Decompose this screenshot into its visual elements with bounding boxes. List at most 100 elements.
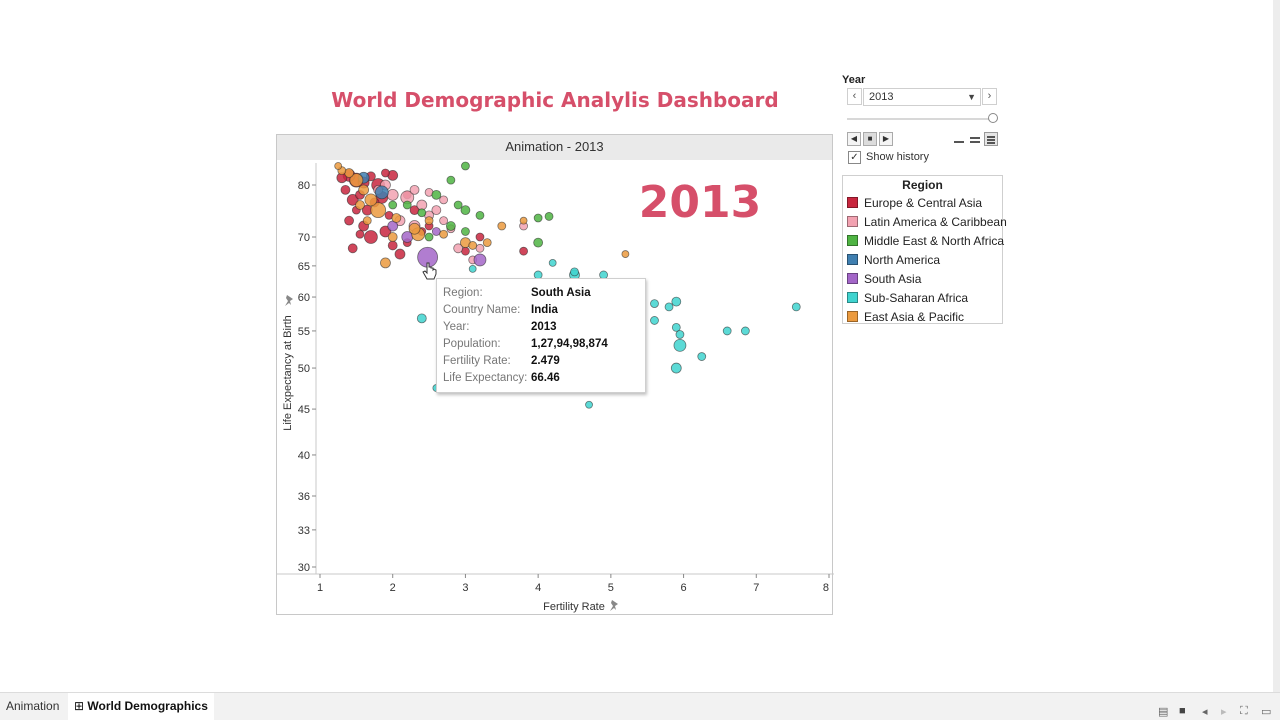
data-point[interactable] xyxy=(431,205,442,216)
year-dropdown[interactable]: 2013 ▼ xyxy=(863,88,981,106)
data-point[interactable] xyxy=(461,161,470,171)
data-point[interactable] xyxy=(358,184,370,196)
data-point[interactable] xyxy=(519,246,529,256)
data-point[interactable] xyxy=(621,250,630,258)
data-point[interactable] xyxy=(468,241,478,250)
data-point[interactable] xyxy=(349,173,364,188)
speed-fast-button[interactable] xyxy=(984,132,998,146)
data-point[interactable] xyxy=(346,193,359,206)
legend-item[interactable]: Middle East & North Africa xyxy=(847,234,1004,250)
data-point[interactable] xyxy=(461,227,470,236)
data-point[interactable] xyxy=(473,253,487,267)
pin-icon[interactable] xyxy=(610,600,618,611)
year-next-button[interactable]: › xyxy=(982,88,997,105)
data-point[interactable] xyxy=(446,175,456,185)
presentation-icon[interactable]: ■ xyxy=(1179,705,1186,717)
data-point[interactable] xyxy=(460,205,471,216)
data-point[interactable] xyxy=(650,299,659,308)
data-point[interactable] xyxy=(791,302,801,312)
data-point[interactable] xyxy=(388,200,398,210)
data-point[interactable] xyxy=(386,188,399,201)
data-point[interactable] xyxy=(340,184,351,195)
data-point[interactable] xyxy=(675,330,685,339)
data-point[interactable] xyxy=(334,162,343,170)
data-point[interactable] xyxy=(697,352,707,361)
legend-item[interactable]: South Asia xyxy=(847,272,921,288)
tab-world-demographics[interactable]: ⊞ World Demographics xyxy=(68,693,214,720)
data-point[interactable] xyxy=(482,238,492,248)
data-point[interactable] xyxy=(355,229,365,239)
legend-item[interactable]: Sub-Saharan Africa xyxy=(847,291,968,307)
data-point[interactable] xyxy=(673,338,687,352)
year-prev-button[interactable]: ‹ xyxy=(847,88,862,105)
data-point[interactable] xyxy=(391,213,402,223)
data-point[interactable] xyxy=(374,185,389,200)
sheet-sorter-icon[interactable]: ▤ xyxy=(1158,706,1169,718)
data-point[interactable] xyxy=(497,221,507,231)
data-point[interactable] xyxy=(445,221,456,231)
data-point[interactable] xyxy=(519,216,528,225)
data-point[interactable] xyxy=(670,362,682,374)
speed-slow-button[interactable] xyxy=(952,132,966,146)
data-point[interactable] xyxy=(740,326,750,336)
data-point[interactable] xyxy=(722,326,732,336)
data-point[interactable] xyxy=(364,230,378,244)
pin-icon[interactable] xyxy=(285,295,293,306)
data-point[interactable] xyxy=(431,189,442,200)
window-icon[interactable]: ▭ xyxy=(1261,706,1272,718)
data-point[interactable] xyxy=(664,302,674,312)
step-forward-button[interactable]: ▶ xyxy=(879,132,893,146)
data-point[interactable] xyxy=(453,200,463,210)
vertical-scrollbar[interactable] xyxy=(1273,0,1280,692)
data-point[interactable] xyxy=(344,215,354,226)
data-point[interactable] xyxy=(453,243,464,254)
data-point[interactable] xyxy=(544,212,554,221)
speed-medium-button[interactable] xyxy=(968,132,982,146)
data-point[interactable] xyxy=(585,400,593,409)
show-history-checkbox[interactable]: ✓ xyxy=(848,151,861,164)
data-point[interactable] xyxy=(380,257,391,269)
data-point[interactable] xyxy=(402,200,412,210)
data-point[interactable] xyxy=(370,202,387,219)
data-point[interactable] xyxy=(533,237,544,248)
data-point[interactable] xyxy=(671,296,682,307)
data-point[interactable] xyxy=(355,200,365,210)
data-point[interactable] xyxy=(570,267,579,277)
year-slider-handle[interactable] xyxy=(988,113,998,123)
legend-item[interactable]: North America xyxy=(847,253,940,269)
data-point[interactable] xyxy=(533,213,543,223)
data-point[interactable] xyxy=(548,258,557,267)
data-point[interactable] xyxy=(408,222,421,235)
data-point[interactable] xyxy=(387,240,398,251)
data-point[interactable] xyxy=(394,248,406,260)
data-point[interactable] xyxy=(362,216,372,226)
legend-item[interactable]: Latin America & Caribbean xyxy=(847,215,1007,231)
data-point[interactable] xyxy=(424,232,434,242)
previous-sheet-icon[interactable]: ◂ xyxy=(1202,706,1208,718)
data-point[interactable] xyxy=(409,184,420,195)
data-point[interactable] xyxy=(417,208,427,218)
data-point[interactable] xyxy=(439,229,449,239)
data-point[interactable] xyxy=(475,210,485,220)
tab-animation[interactable]: Animation xyxy=(0,693,65,720)
legend-item[interactable]: Europe & Central Asia xyxy=(847,196,982,212)
data-point[interactable] xyxy=(475,232,485,242)
data-point[interactable] xyxy=(387,232,398,242)
data-point[interactable] xyxy=(439,195,449,205)
data-point[interactable] xyxy=(431,227,441,236)
data-point[interactable] xyxy=(424,216,434,226)
fullscreen-icon[interactable]: ⛶ xyxy=(1240,705,1248,717)
data-point[interactable] xyxy=(364,193,378,207)
data-point[interactable] xyxy=(650,316,659,325)
stop-button[interactable]: ■ xyxy=(863,132,877,146)
next-sheet-icon[interactable]: ▸ xyxy=(1221,706,1227,718)
data-point[interactable] xyxy=(381,168,390,178)
year-slider-track[interactable] xyxy=(847,118,991,120)
legend-item[interactable]: East Asia & Pacific xyxy=(847,310,964,326)
data-point[interactable] xyxy=(439,216,449,226)
data-point[interactable] xyxy=(347,243,358,254)
data-point[interactable] xyxy=(475,243,485,253)
step-back-button[interactable]: ◀ xyxy=(847,132,861,146)
data-point[interactable] xyxy=(671,323,681,332)
